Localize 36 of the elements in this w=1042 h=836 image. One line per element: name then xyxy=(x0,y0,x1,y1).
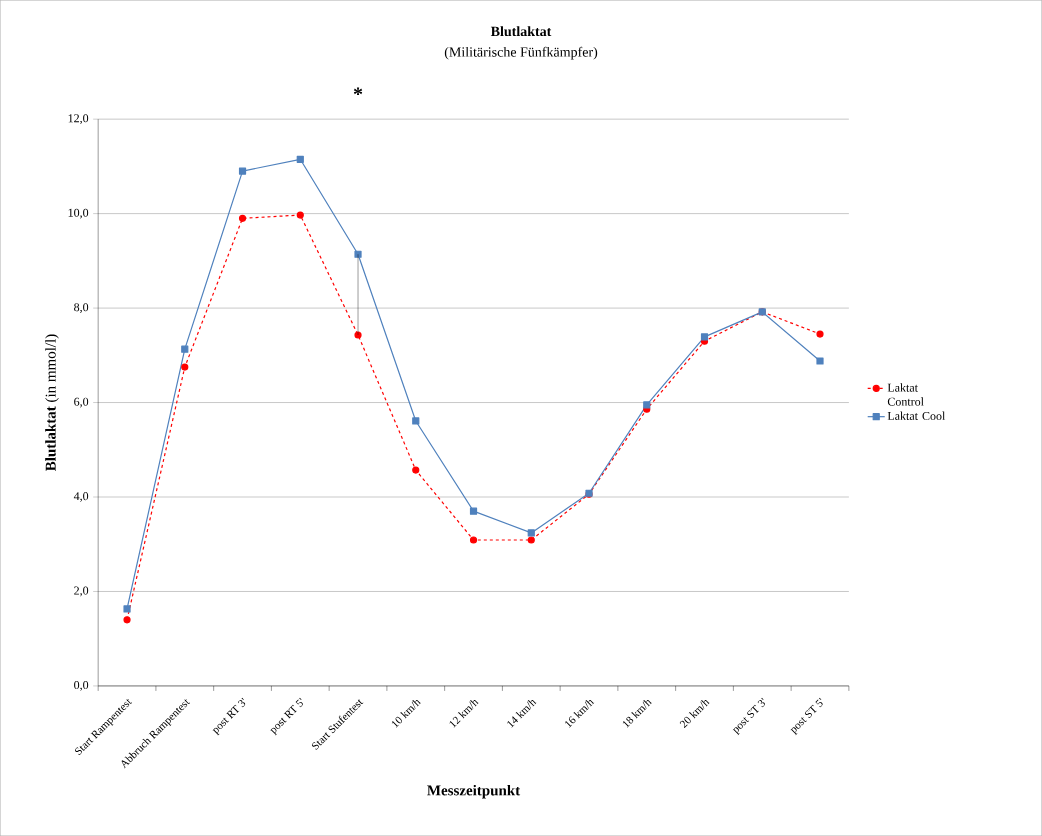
point xyxy=(700,333,709,341)
legend-label: Laktat Control xyxy=(887,383,924,406)
point xyxy=(527,536,535,544)
y-tick-label: 0,0 xyxy=(74,680,89,691)
y-tick-label: 12,0 xyxy=(68,114,89,125)
point xyxy=(123,616,131,624)
point xyxy=(238,167,247,175)
x-tick-label: post ST 3' xyxy=(732,697,765,736)
point xyxy=(296,155,304,163)
point xyxy=(643,401,651,409)
point xyxy=(181,345,189,353)
point xyxy=(123,605,131,613)
x-tick-label: post RT 3' xyxy=(212,697,246,736)
y-tick-label: 6,0 xyxy=(74,397,89,408)
text: * xyxy=(353,87,363,96)
y-tick-label: 10,0 xyxy=(68,208,89,219)
point xyxy=(816,357,824,365)
point xyxy=(469,536,478,544)
point xyxy=(527,529,535,537)
point xyxy=(412,417,420,425)
x-tick-label: post RT 5' xyxy=(270,697,303,736)
y-tick-label: 4,0 xyxy=(73,492,89,502)
point xyxy=(238,214,247,222)
chart-title: Blutlaktat xyxy=(490,26,552,37)
x-axis-title: Messzeitpunkt xyxy=(427,784,521,799)
y-tick-label: 2,0 xyxy=(74,586,89,597)
point xyxy=(181,363,189,371)
point xyxy=(296,211,304,219)
chart-subtitle: (Militärische Fünfkämpfer) xyxy=(444,46,598,60)
point xyxy=(412,466,420,474)
x-tick-label: post ST 5' xyxy=(790,697,823,736)
legend-label: Laktat Cool xyxy=(887,411,946,420)
point xyxy=(816,330,824,338)
y-tick-label: 8,0 xyxy=(74,303,89,313)
point xyxy=(469,507,478,515)
y-axis-title: Blutlaktat (in mmol/l) xyxy=(45,334,59,471)
